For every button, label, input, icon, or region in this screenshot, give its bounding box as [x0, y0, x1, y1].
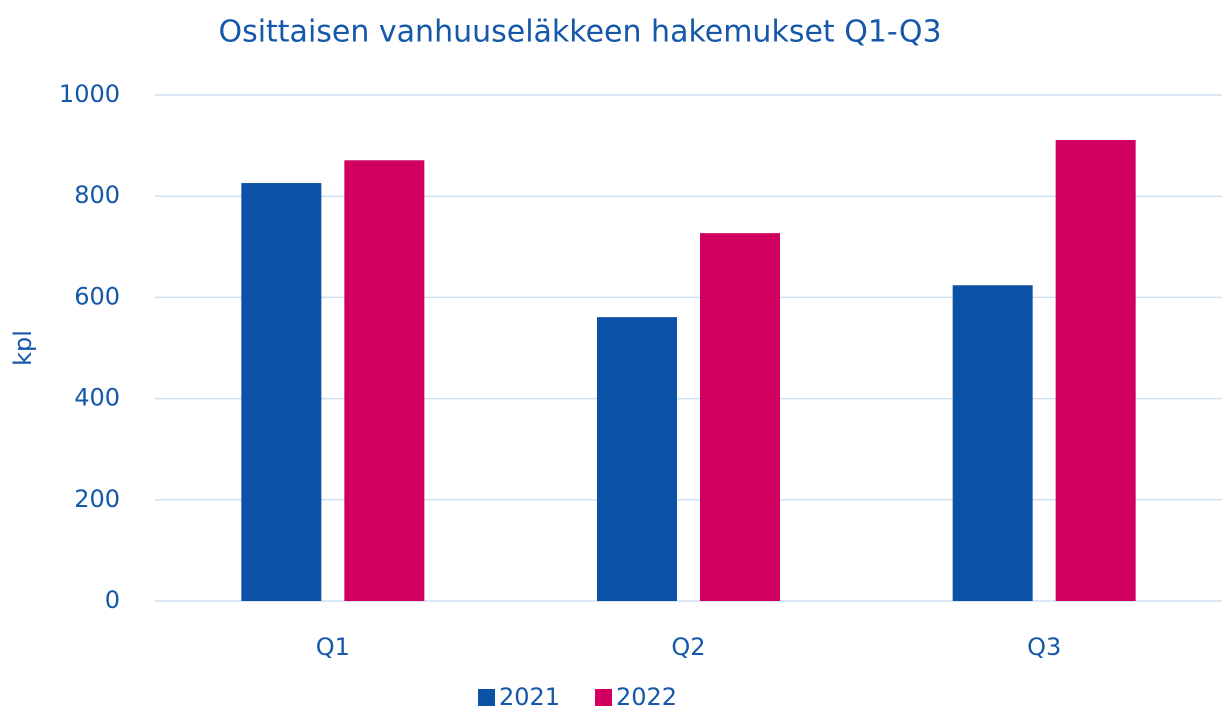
bar	[1055, 140, 1136, 601]
legend-swatch	[595, 689, 612, 706]
y-tick-label: 0	[105, 586, 120, 614]
legend-label: 2022	[616, 683, 677, 711]
bar	[597, 317, 677, 601]
x-tick-label: Q1	[316, 633, 350, 661]
bar	[344, 160, 425, 602]
x-tick-label: Q3	[1027, 633, 1061, 661]
bar	[952, 285, 1033, 601]
y-axis-label: kpl	[9, 330, 37, 366]
legend-label: 2021	[499, 683, 560, 711]
y-tick-label: 600	[74, 282, 120, 310]
legend-swatch	[478, 689, 495, 706]
y-tick-label: 200	[74, 485, 120, 513]
x-tick-label: Q2	[671, 633, 705, 661]
bar	[700, 233, 780, 601]
y-tick-label: 400	[74, 384, 120, 412]
chart-title: Osittaisen vanhuuseläkkeen hakemukset Q1…	[218, 15, 941, 50]
y-tick-label: 1000	[59, 80, 120, 108]
y-tick-label: 800	[74, 181, 120, 209]
bar	[241, 183, 322, 601]
